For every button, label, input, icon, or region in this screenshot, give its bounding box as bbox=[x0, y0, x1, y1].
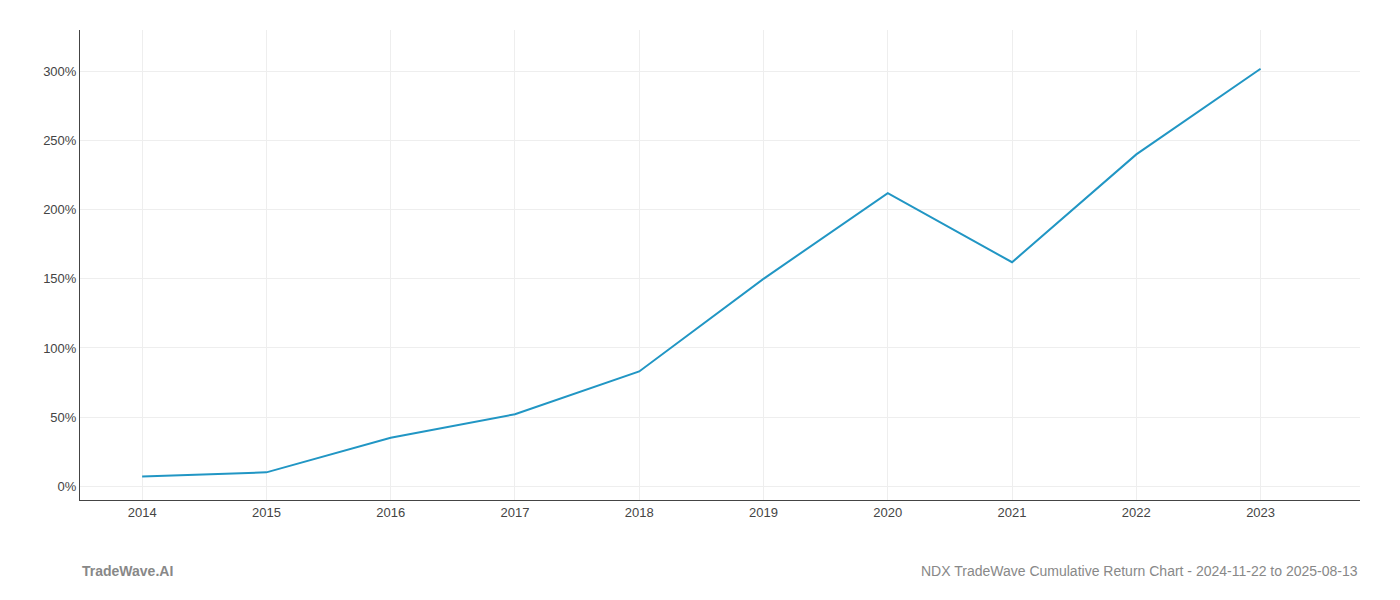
svg-text:200%: 200% bbox=[43, 202, 77, 217]
svg-text:2022: 2022 bbox=[1122, 505, 1151, 520]
svg-text:2016: 2016 bbox=[376, 505, 405, 520]
svg-text:2017: 2017 bbox=[500, 505, 529, 520]
svg-text:2018: 2018 bbox=[625, 505, 654, 520]
svg-text:300%: 300% bbox=[43, 64, 77, 79]
svg-text:TradeWave.AI: TradeWave.AI bbox=[82, 563, 173, 579]
svg-text:100%: 100% bbox=[43, 340, 77, 355]
svg-text:2015: 2015 bbox=[252, 505, 281, 520]
svg-text:2014: 2014 bbox=[128, 505, 157, 520]
svg-text:2021: 2021 bbox=[998, 505, 1027, 520]
svg-text:2019: 2019 bbox=[749, 505, 778, 520]
svg-text:50%: 50% bbox=[50, 410, 76, 425]
svg-text:150%: 150% bbox=[43, 271, 77, 286]
svg-text:0%: 0% bbox=[58, 479, 77, 494]
svg-text:250%: 250% bbox=[43, 133, 77, 148]
svg-text:2023: 2023 bbox=[1246, 505, 1275, 520]
svg-text:NDX TradeWave Cumulative Retur: NDX TradeWave Cumulative Return Chart - … bbox=[921, 563, 1358, 579]
svg-text:2020: 2020 bbox=[873, 505, 902, 520]
